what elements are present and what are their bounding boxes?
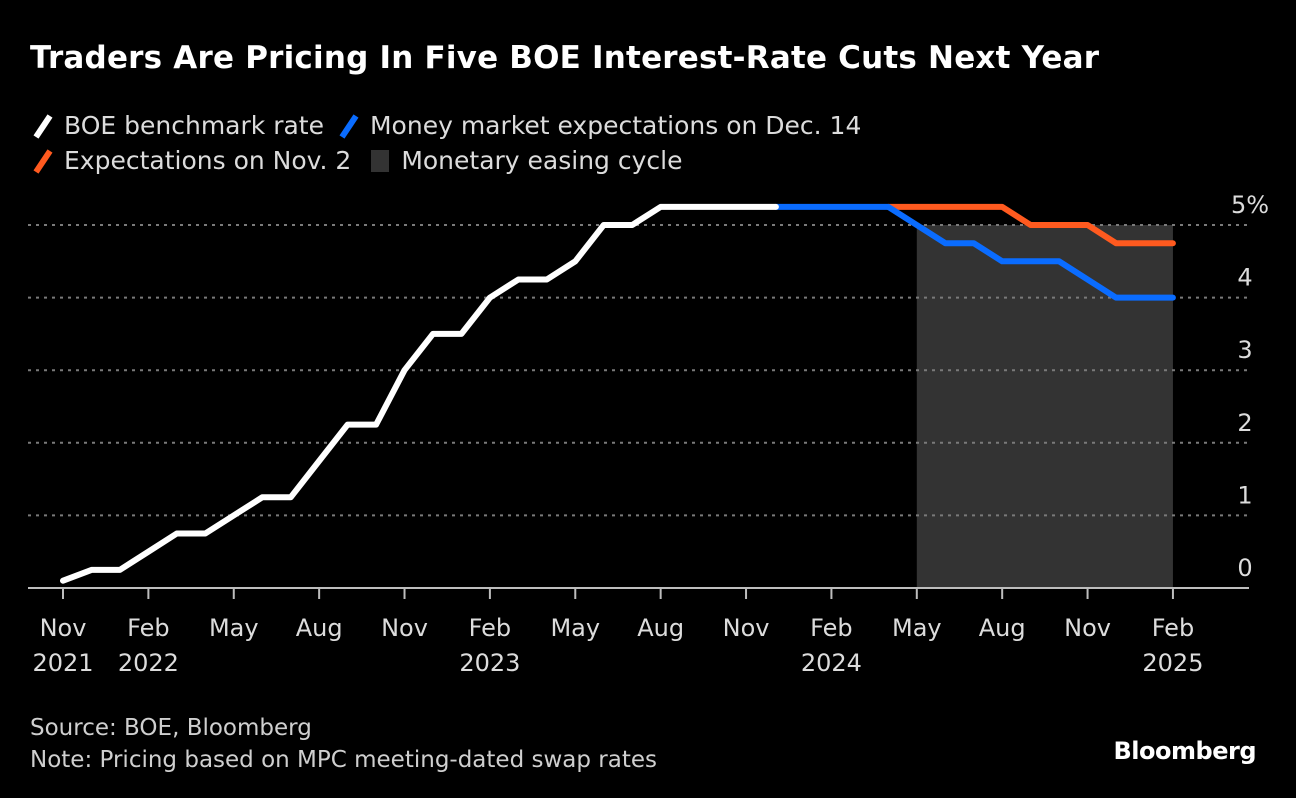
x-tick-label-month: Aug (296, 614, 343, 642)
legend-swatch-blue-line-icon (336, 111, 362, 141)
legend: BOE benchmark rate Money market expectat… (30, 108, 873, 178)
x-tick-label-month: May (892, 614, 942, 642)
x-tick-label-month: Feb (810, 614, 853, 642)
easing-cycle-region (916, 225, 1173, 588)
y-tick-label: 5% (1231, 191, 1269, 219)
x-tick-label-month: Nov (1064, 614, 1111, 642)
legend-item-boe-rate: BOE benchmark rate (30, 108, 324, 143)
x-tick-label-month: Feb (469, 614, 512, 642)
legend-label: Monetary easing cycle (401, 146, 683, 175)
legend-label: BOE benchmark rate (64, 111, 324, 140)
legend-label: Money market expectations on Dec. 14 (369, 111, 862, 140)
legend-item-dec14-expectations: Money market expectations on Dec. 14 (336, 108, 861, 143)
legend-swatch-white-line-icon (30, 111, 56, 141)
x-tick-label-year: 2023 (459, 649, 520, 677)
series-layer (60, 203, 1176, 584)
legend-label: Expectations on Nov. 2 (64, 146, 352, 175)
series-line-boe-benchmark-rate (60, 203, 779, 584)
y-tick-label: 2 (1237, 409, 1252, 437)
footer: Source: BOE, Bloomberg Note: Pricing bas… (30, 712, 657, 776)
x-tick-label-month: May (550, 614, 600, 642)
axis-layer (28, 587, 1249, 599)
legend-item-nov2-expectations: Expectations on Nov. 2 (30, 143, 351, 178)
x-tick-label-month: Feb (127, 614, 170, 642)
y-tick-label: 4 (1237, 264, 1252, 292)
x-tick-label-year: 2025 (1142, 649, 1203, 677)
source-note: Source: BOE, Bloomberg (30, 715, 312, 741)
x-tick-label-month: May (209, 614, 259, 642)
x-tick-label-month: Feb (1152, 614, 1195, 642)
chart-title: Traders Are Pricing In Five BOE Interest… (30, 40, 1100, 76)
legend-swatch-orange-line-icon (30, 146, 56, 176)
shade-layer (916, 225, 1173, 588)
x-tick-label-year: 2022 (118, 649, 179, 677)
label-layer: 0 1 2 3 4 5% Nov 2021 Feb 2022 May Aug Nov Feb 2023 May… (32, 191, 1269, 677)
y-tick-label: 3 (1237, 336, 1252, 364)
legend-row-2: Expectations on Nov. 2 Monetary easing c… (30, 143, 873, 178)
y-tick-label: 1 (1237, 481, 1252, 509)
bloomberg-logo: Bloomberg (1113, 737, 1257, 765)
series-line-expectations-on-nov-2 (885, 203, 1176, 247)
pricing-note: Note: Pricing based on MPC meeting-dated… (30, 747, 657, 773)
x-tick-label-month: Nov (381, 614, 428, 642)
x-tick-label-month: Nov (40, 614, 87, 642)
x-tick-label-month: Nov (723, 614, 770, 642)
x-tick-label-month: Aug (637, 614, 684, 642)
legend-row-1: BOE benchmark rate Money market expectat… (30, 108, 873, 143)
x-tick-label-year: 2024 (801, 649, 862, 677)
series-line-money-market-expectations-on-dec-14 (772, 203, 1176, 301)
x-tick-label-month: Aug (979, 614, 1026, 642)
x-tick-label-year: 2021 (32, 649, 93, 677)
legend-item-easing-cycle: Monetary easing cycle (363, 143, 683, 178)
y-tick-label: 0 (1237, 554, 1252, 582)
legend-swatch-gray-box-icon (371, 149, 390, 172)
